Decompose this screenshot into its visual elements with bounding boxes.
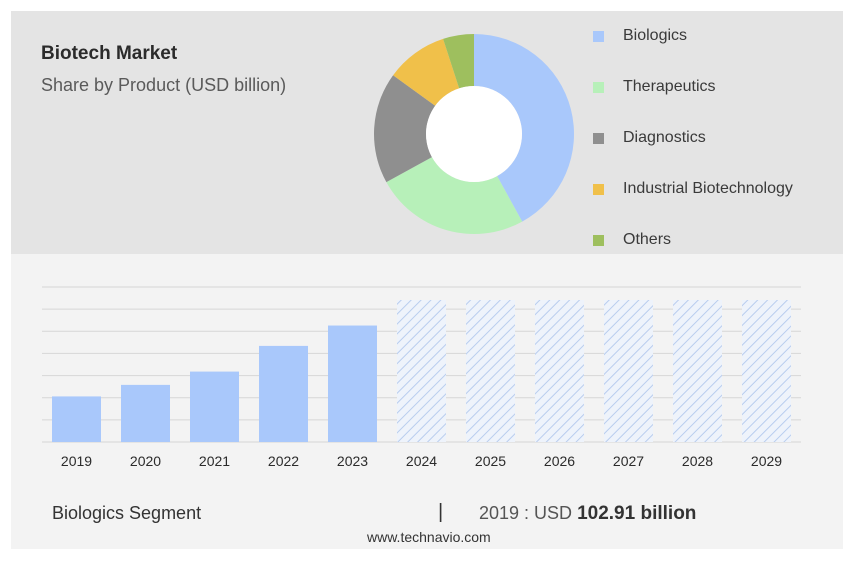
x-tick-label: 2024 xyxy=(406,453,437,469)
legend-item-industrial-biotechnology: Industrial Biotechnology xyxy=(593,178,793,200)
legend-swatch xyxy=(593,81,604,93)
legend-swatch xyxy=(593,132,604,144)
source-link[interactable]: www.technavio.com xyxy=(367,529,491,545)
legend-swatch xyxy=(593,183,604,195)
x-tick-label: 2020 xyxy=(130,453,161,469)
x-tick-label: 2023 xyxy=(337,453,368,469)
segment-value-amount: 102.91 billion xyxy=(577,503,697,524)
x-tick-label: 2029 xyxy=(751,453,782,469)
legend-swatch xyxy=(593,234,604,246)
legend-label: Industrial Biotechnology xyxy=(623,180,793,197)
segment-year-prefix: 2019 : USD xyxy=(479,503,573,523)
donut-hole xyxy=(426,86,522,182)
bar-2019 xyxy=(52,396,101,442)
legend-item-others: Others xyxy=(593,229,671,251)
bar-2021 xyxy=(190,371,239,442)
chart-title: Biotech Market xyxy=(41,43,178,64)
x-tick-label: 2021 xyxy=(199,453,230,469)
legend-label: Diagnostics xyxy=(623,129,706,146)
legend-label: Biologics xyxy=(623,27,688,44)
x-tick-label: 2025 xyxy=(475,453,506,469)
x-tick-label: 2019 xyxy=(61,453,92,469)
donut-slice-biologics xyxy=(474,34,574,222)
forecast-bar-2024 xyxy=(397,300,446,442)
segment-value: 2019 : USD 102.91 billion xyxy=(479,503,696,525)
legend-item-therapeutics: Therapeutics xyxy=(593,76,716,98)
bar-2023 xyxy=(328,325,377,442)
bar-2020 xyxy=(121,384,170,442)
donut-slice-therapeutics xyxy=(386,157,523,234)
x-tick-label: 2022 xyxy=(268,453,299,469)
legend-swatch xyxy=(593,30,604,42)
forecast-bar-2029 xyxy=(742,300,791,442)
infographic-card: Biotech Market Share by Product (USD bil… xyxy=(11,11,843,549)
forecast-bar-2027 xyxy=(604,300,653,442)
forecast-bar-2025 xyxy=(466,300,515,442)
legend-item-biologics: Biologics xyxy=(593,25,687,47)
x-tick-label: 2027 xyxy=(613,453,644,469)
footer-separator: | xyxy=(438,501,444,523)
legend-label: Therapeutics xyxy=(623,78,716,95)
legend-label: Others xyxy=(623,231,672,248)
product-share-panel: Biotech Market Share by Product (USD bil… xyxy=(11,11,843,254)
donut-slice-diagnostics xyxy=(374,75,436,183)
forecast-bar-2026 xyxy=(535,300,584,442)
chart-subtitle: Share by Product (USD billion) xyxy=(41,75,287,95)
segment-label: Biologics Segment xyxy=(52,503,202,523)
bar-chart: 2019 2020 2021 2022 2023 2024 2025 2026 2027 2028… xyxy=(42,286,801,469)
donut-chart xyxy=(374,34,574,234)
forecast-bar-2028 xyxy=(673,300,722,442)
x-tick-label: 2026 xyxy=(544,453,575,469)
x-tick-label: 2028 xyxy=(682,453,713,469)
donut-slice-industrial-biotechnology xyxy=(393,38,460,106)
legend-item-diagnostics: Diagnostics xyxy=(593,127,706,149)
donut-slice-others xyxy=(443,34,474,89)
bar-2022 xyxy=(259,345,308,442)
